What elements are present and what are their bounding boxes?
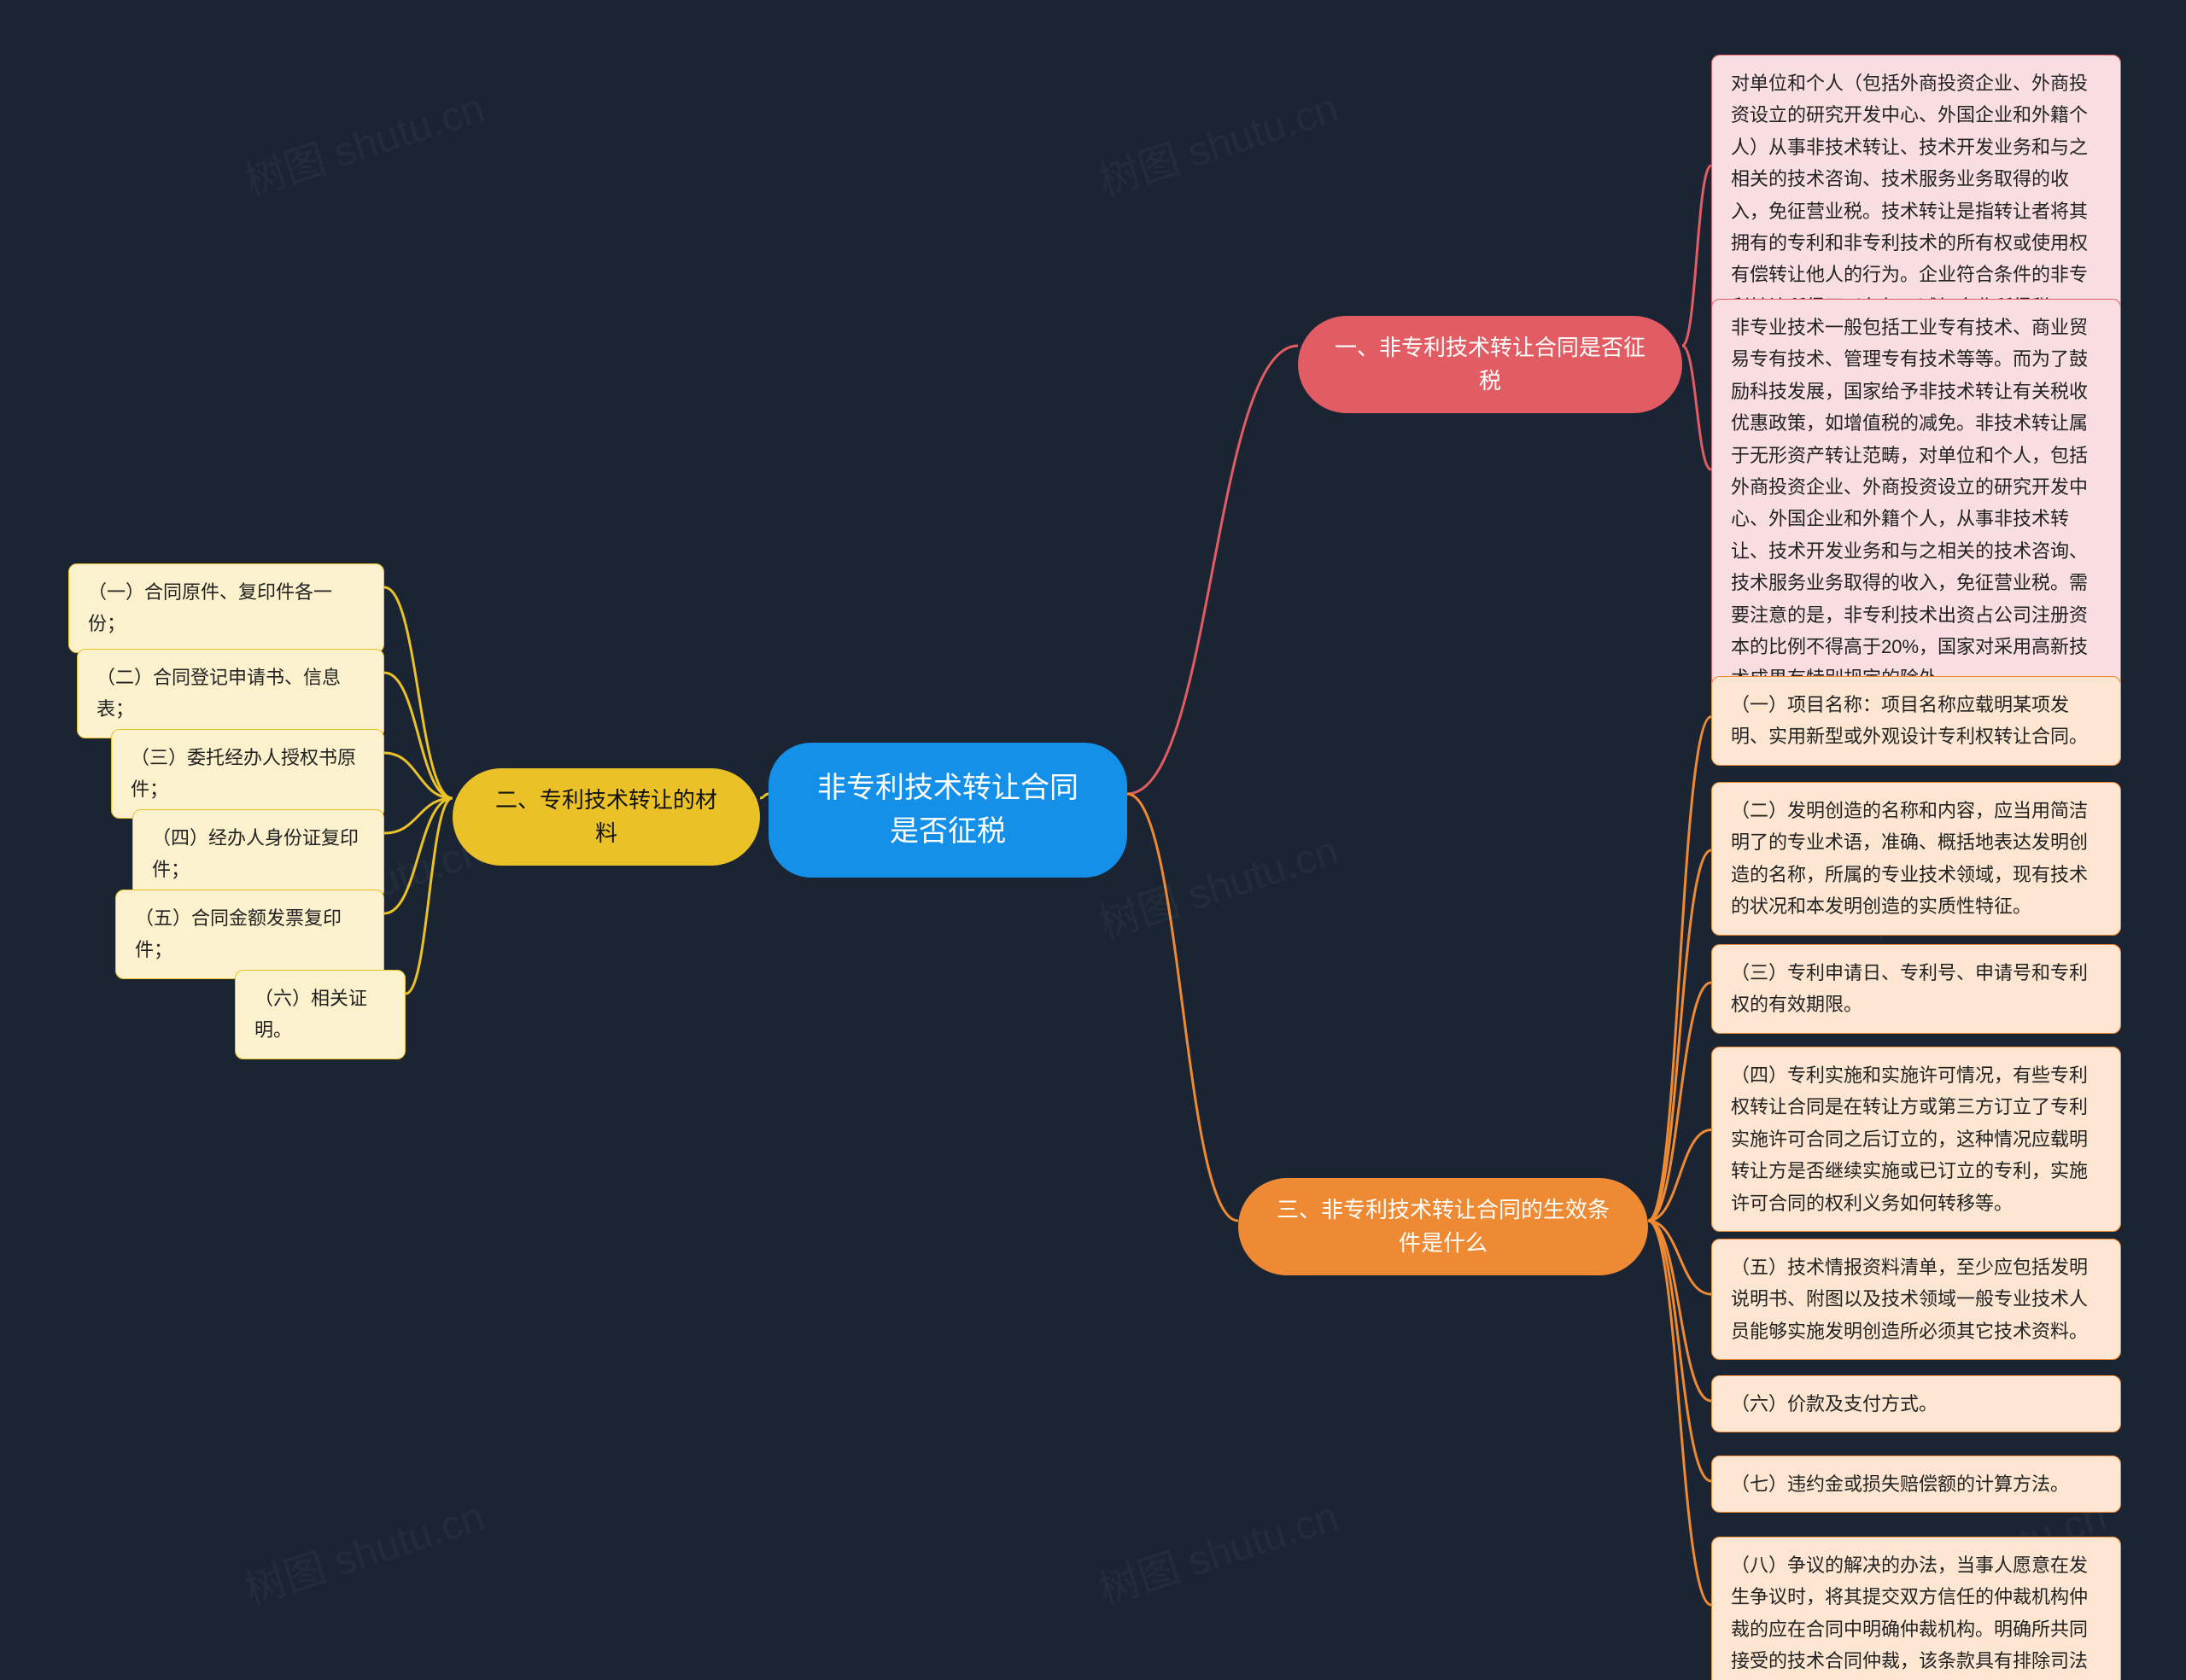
watermark: 树图 shutu.cn xyxy=(1090,74,1344,207)
branch-2-leaf-0[interactable]: （一）合同原件、复印件各一份； xyxy=(68,563,384,653)
branch-1-node[interactable]: 一、非专利技术转让合同是否征税 xyxy=(1298,316,1682,413)
branch-3-leaf-5[interactable]: （六）价款及支付方式。 xyxy=(1711,1375,2121,1432)
branch-2-leaf-2[interactable]: （三）委托经办人授权书原件； xyxy=(111,729,384,819)
branch-3-leaf-0[interactable]: （一）项目名称：项目名称应载明某项发明、实用新型或外观设计专利权转让合同。 xyxy=(1711,676,2121,766)
branch-2-leaf-3[interactable]: （四）经办人身份证复印件； xyxy=(132,809,384,899)
branch-3-leaf-7[interactable]: （八）争议的解决的办法，当事人愿意在发生争议时，将其提交双方信任的仲裁机构仲裁的… xyxy=(1711,1537,2121,1680)
mindmap-canvas: { "type": "mindmap", "background_color":… xyxy=(0,0,2186,1680)
watermark: 树图 shutu.cn xyxy=(236,1483,490,1616)
branch-1-leaf-1[interactable]: 非专业技术一般包括工业专有技术、商业贸易专有技术、管理专有技术等等。而为了鼓励科… xyxy=(1711,299,2121,708)
branch-2-leaf-1[interactable]: （二）合同登记申请书、信息表； xyxy=(77,649,384,738)
branch-2-leaf-4[interactable]: （五）合同金额发票复印件； xyxy=(115,890,384,979)
branch-3-leaf-2[interactable]: （三）专利申请日、专利号、申请号和专利权的有效期限。 xyxy=(1711,944,2121,1034)
root-node[interactable]: 非专利技术转让合同是否征税 xyxy=(769,743,1127,878)
branch-3-leaf-1[interactable]: （二）发明创造的名称和内容，应当用简洁明了的专业术语，准确、概括地表达发明创造的… xyxy=(1711,782,2121,936)
branch-2-node[interactable]: 二、专利技术转让的材料 xyxy=(453,768,760,866)
branch-1-leaf-0[interactable]: 对单位和个人（包括外商投资企业、外商投资设立的研究开发中心、外国企业和外籍个人）… xyxy=(1711,55,2121,335)
branch-3-leaf-6[interactable]: （七）违约金或损失赔偿额的计算方法。 xyxy=(1711,1455,2121,1513)
branch-3-leaf-4[interactable]: （五）技术情报资料清单，至少应包括发明说明书、附图以及技术领域一般专业技术人员能… xyxy=(1711,1239,2121,1360)
watermark: 树图 shutu.cn xyxy=(1090,817,1344,950)
branch-2-leaf-5[interactable]: （六）相关证明。 xyxy=(235,970,406,1059)
watermark: 树图 shutu.cn xyxy=(1090,1483,1344,1616)
watermark: 树图 shutu.cn xyxy=(236,74,490,207)
branch-3-node[interactable]: 三、非专利技术转让合同的生效条件是什么 xyxy=(1238,1178,1648,1275)
branch-3-leaf-3[interactable]: （四）专利实施和实施许可情况，有些专利权转让合同是在转让方或第三方订立了专利实施… xyxy=(1711,1047,2121,1232)
